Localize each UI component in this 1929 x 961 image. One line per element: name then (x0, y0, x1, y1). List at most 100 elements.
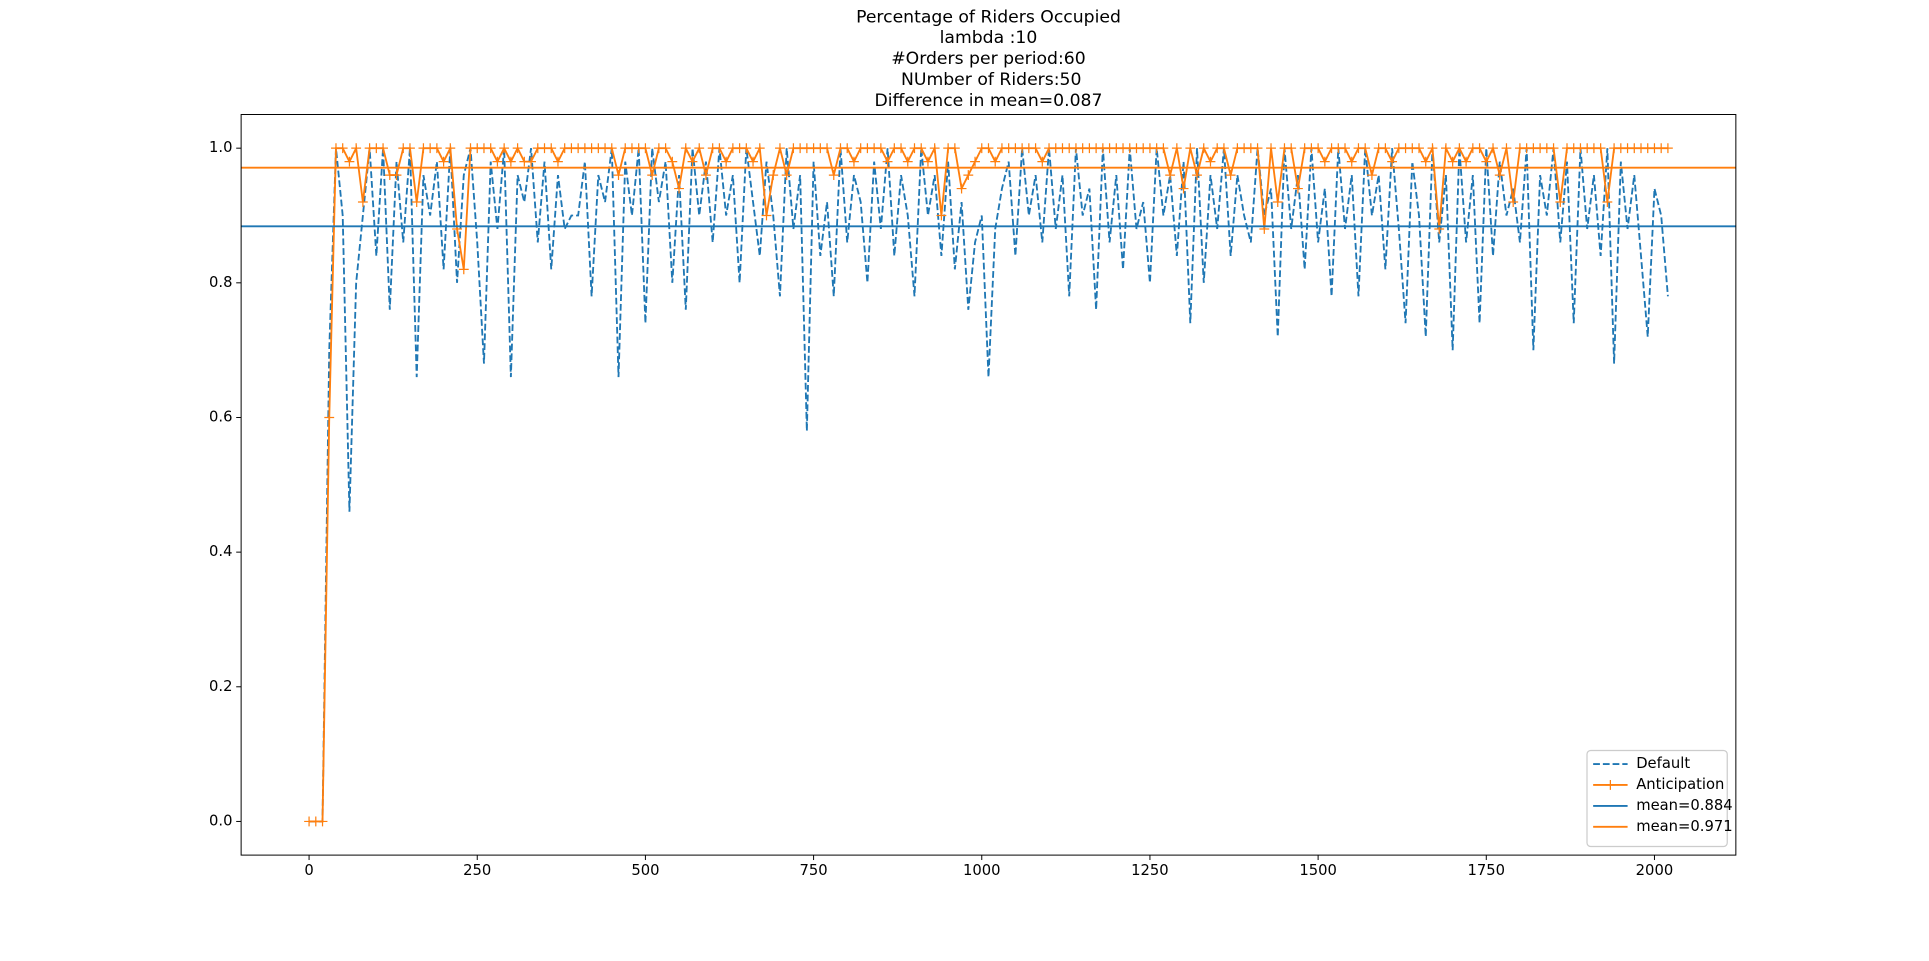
marker (775, 143, 785, 154)
marker (1360, 143, 1371, 154)
marker (1595, 143, 1606, 154)
marker (391, 170, 402, 181)
marker (680, 143, 691, 154)
marker (674, 183, 684, 194)
marker (1192, 170, 1202, 181)
y-tick-label: 1.0 (209, 139, 232, 156)
marker (1380, 143, 1391, 154)
marker (875, 143, 886, 154)
chart-title: NUmber of Riders:50 (896, 70, 1082, 90)
x-tick-label: 1000 (963, 862, 1001, 879)
marker (990, 156, 1001, 167)
chart-title: #Orders per period:60 (891, 49, 1085, 69)
marker (1266, 143, 1276, 154)
axes-frame (240, 114, 1737, 856)
marker (317, 816, 328, 827)
marker (882, 156, 893, 167)
marker (1313, 143, 1324, 154)
x-tick-label: 500 (631, 862, 659, 879)
y-tick-label: 0.2 (209, 678, 232, 695)
marker (1474, 143, 1485, 154)
marker (842, 143, 853, 154)
marker (606, 143, 617, 154)
marker (1225, 170, 1236, 181)
x-tick-label: 0 (304, 862, 313, 879)
marker (1488, 143, 1498, 154)
marker (761, 210, 772, 221)
marker (1340, 143, 1350, 154)
marker (1454, 143, 1465, 154)
marker (613, 170, 624, 181)
x-tick-label: 250 (463, 862, 491, 879)
marker (1158, 143, 1169, 154)
y-tick-label: 0.4 (209, 543, 232, 560)
y-tick-label: 0.8 (209, 274, 232, 291)
marker (923, 156, 933, 167)
marker (694, 143, 705, 154)
marker (949, 143, 960, 154)
marker (1602, 197, 1613, 207)
marker (1165, 170, 1176, 181)
marker (1508, 197, 1519, 207)
marker (458, 264, 469, 275)
marker (485, 143, 496, 154)
marker (741, 143, 752, 154)
marker (505, 156, 516, 167)
marker (492, 156, 503, 167)
y-tick-label: 0.6 (209, 408, 232, 425)
marker (445, 143, 456, 154)
marker (1219, 143, 1229, 154)
marker (378, 143, 388, 154)
marker (667, 156, 678, 167)
marker (1447, 156, 1458, 167)
marker (1367, 170, 1377, 181)
marker (916, 143, 927, 154)
chart-title: Percentage of Riders Occupied (856, 7, 1121, 27)
marker (748, 156, 758, 167)
marker (1286, 143, 1297, 154)
marker (1555, 197, 1566, 207)
marker (701, 170, 711, 181)
marker (1420, 156, 1431, 167)
legend-label: Anticipation (1636, 776, 1724, 793)
marker (1387, 156, 1398, 167)
marker (1461, 156, 1472, 167)
marker (1198, 143, 1209, 154)
marker (1178, 183, 1189, 194)
legend-label: Default (1636, 755, 1690, 772)
marker (1441, 143, 1451, 154)
marker (351, 143, 362, 154)
legend-label: mean=0.971 (1636, 818, 1732, 835)
marker (1548, 143, 1559, 154)
marker (640, 143, 651, 154)
x-tick-label: 1750 (1468, 862, 1506, 879)
marker (929, 143, 940, 154)
marker (768, 170, 779, 181)
marker (714, 143, 725, 154)
y-tick-label: 0.0 (209, 812, 232, 829)
marker (896, 143, 906, 154)
marker (1185, 143, 1196, 154)
marker (781, 170, 792, 181)
marker (499, 143, 510, 154)
marker (344, 156, 355, 167)
marker (647, 170, 658, 181)
marker (754, 143, 765, 154)
marker (1037, 156, 1048, 167)
legend-box (1586, 749, 1728, 848)
marker (512, 143, 523, 154)
marker (1346, 156, 1357, 167)
series-line (309, 147, 1669, 823)
plot-area (241, 143, 1736, 827)
marker (822, 143, 832, 154)
marker (1252, 143, 1263, 154)
legend-marker (1605, 780, 1616, 790)
marker (431, 143, 442, 154)
marker (1494, 170, 1505, 181)
marker (687, 156, 698, 167)
marker (956, 183, 967, 194)
marker (936, 210, 947, 221)
marker (1662, 143, 1673, 154)
